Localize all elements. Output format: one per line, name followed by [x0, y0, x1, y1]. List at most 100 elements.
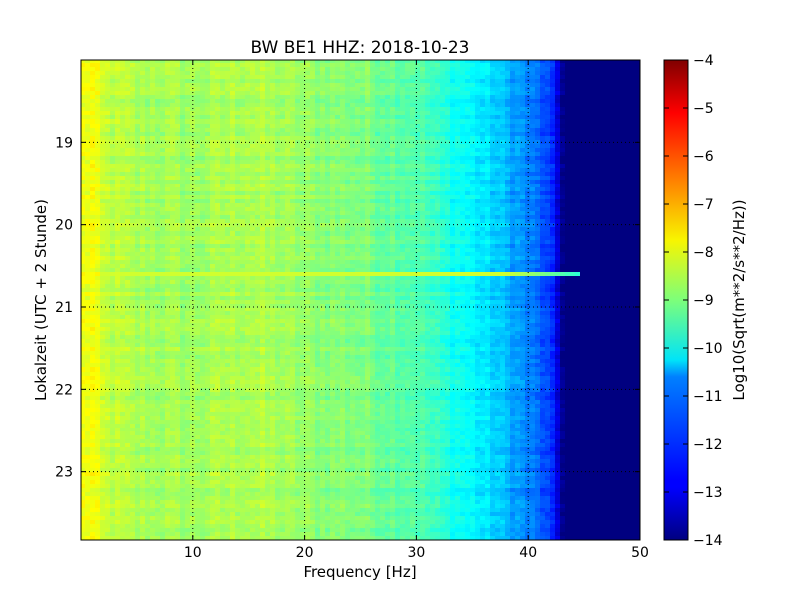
heatmap-cell: [295, 152, 301, 157]
heatmap-cell: [565, 223, 571, 228]
heatmap-cell: [345, 107, 351, 112]
heatmap-cell: [570, 180, 576, 184]
heatmap-cell: [200, 195, 206, 200]
heatmap-cell: [515, 211, 521, 216]
heatmap-cell: [85, 184, 91, 188]
heatmap-cell: [165, 115, 171, 120]
heatmap-cell: [440, 67, 446, 72]
heatmap-cell: [605, 128, 611, 133]
heatmap-cell: [81, 71, 86, 76]
heatmap-cell: [230, 107, 236, 112]
heatmap-cell: [260, 211, 266, 216]
heatmap-cell: [135, 107, 141, 112]
heatmap-cell: [210, 148, 216, 153]
heatmap-cell: [220, 236, 226, 241]
heatmap-cell: [340, 83, 346, 88]
heatmap-cell: [225, 227, 231, 232]
heatmap-cell: [140, 172, 146, 176]
heatmap-cell: [570, 67, 576, 72]
heatmap-cell: [465, 152, 471, 157]
heatmap-cell: [270, 187, 276, 192]
heatmap-cell: [240, 63, 246, 68]
heatmap-cell: [200, 236, 206, 241]
heatmap-cell: [150, 207, 156, 212]
heatmap-cell: [355, 75, 361, 80]
heatmap-cell: [155, 211, 161, 216]
heatmap-cell: [420, 172, 426, 176]
heatmap-cell: [505, 111, 511, 116]
heatmap-cell: [280, 140, 286, 145]
heatmap-cell: [95, 215, 101, 220]
heatmap-cell: [265, 71, 271, 76]
heatmap-cell: [480, 180, 486, 184]
heatmap-cell: [440, 148, 446, 153]
heatmap-cell: [155, 195, 161, 200]
heatmap-cell: [450, 223, 456, 228]
heatmap-cell: [520, 132, 526, 137]
heatmap-cell: [400, 203, 406, 208]
heatmap-cell: [555, 60, 561, 64]
heatmap-cell: [365, 231, 371, 236]
heatmap-cell: [120, 203, 126, 208]
heatmap-cell: [85, 83, 91, 88]
heatmap-cell: [355, 168, 361, 172]
heatmap-cell: [400, 67, 406, 72]
heatmap-cell: [195, 71, 201, 76]
heatmap-cell: [610, 199, 616, 204]
heatmap-cell: [245, 136, 251, 141]
heatmap-cell: [420, 231, 426, 236]
heatmap-cell: [125, 144, 131, 149]
heatmap-cell: [95, 223, 101, 228]
heatmap-cell: [410, 215, 416, 220]
heatmap-cell: [345, 79, 351, 84]
heatmap-cell: [520, 199, 526, 204]
heatmap-cell: [485, 227, 491, 232]
heatmap-cell: [255, 83, 261, 88]
heatmap-cell: [350, 203, 356, 208]
heatmap-cell: [625, 219, 631, 224]
heatmap-cell: [370, 160, 376, 165]
heatmap-cell: [625, 180, 631, 184]
heatmap-cell: [255, 132, 261, 137]
heatmap-cell: [630, 152, 636, 157]
heatmap-cell: [575, 231, 581, 236]
heatmap-cell: [455, 219, 461, 224]
heatmap-cell: [130, 203, 136, 208]
heatmap-cell: [535, 199, 541, 204]
heatmap-cell: [230, 172, 236, 176]
heatmap-cell: [260, 172, 266, 176]
heatmap-cell: [385, 199, 391, 204]
heatmap-cell: [245, 79, 251, 84]
heatmap-cell: [295, 227, 301, 232]
heatmap-cell: [590, 63, 596, 68]
heatmap-cell: [360, 180, 366, 184]
heatmap-cell: [540, 187, 546, 192]
heatmap-cell: [85, 219, 91, 224]
heatmap-cell: [230, 91, 236, 96]
heatmap-cell: [325, 132, 331, 137]
heatmap-cell: [560, 207, 566, 212]
heatmap-cell: [405, 168, 411, 172]
heatmap-cell: [565, 180, 571, 184]
heatmap-cell: [350, 227, 356, 232]
heatmap-cell: [570, 231, 576, 236]
heatmap-cell: [235, 227, 241, 232]
heatmap-cell: [145, 191, 151, 196]
heatmap-cell: [405, 115, 411, 120]
heatmap-cell: [500, 83, 506, 88]
heatmap-cell: [500, 124, 506, 129]
heatmap-cell: [505, 95, 511, 100]
heatmap-cell: [120, 71, 126, 76]
heatmap-cell: [335, 152, 341, 157]
heatmap-cell: [345, 172, 351, 176]
heatmap-cell: [140, 119, 146, 124]
heatmap-cell: [295, 219, 301, 224]
heatmap-cell: [500, 67, 506, 72]
heatmap-cell: [290, 95, 296, 100]
heatmap-cell: [435, 195, 441, 200]
heatmap-cell: [515, 148, 521, 153]
heatmap-cell: [620, 191, 626, 196]
heatmap-cell: [270, 176, 276, 180]
heatmap-cell: [125, 223, 131, 228]
heatmap-cell: [335, 176, 341, 180]
